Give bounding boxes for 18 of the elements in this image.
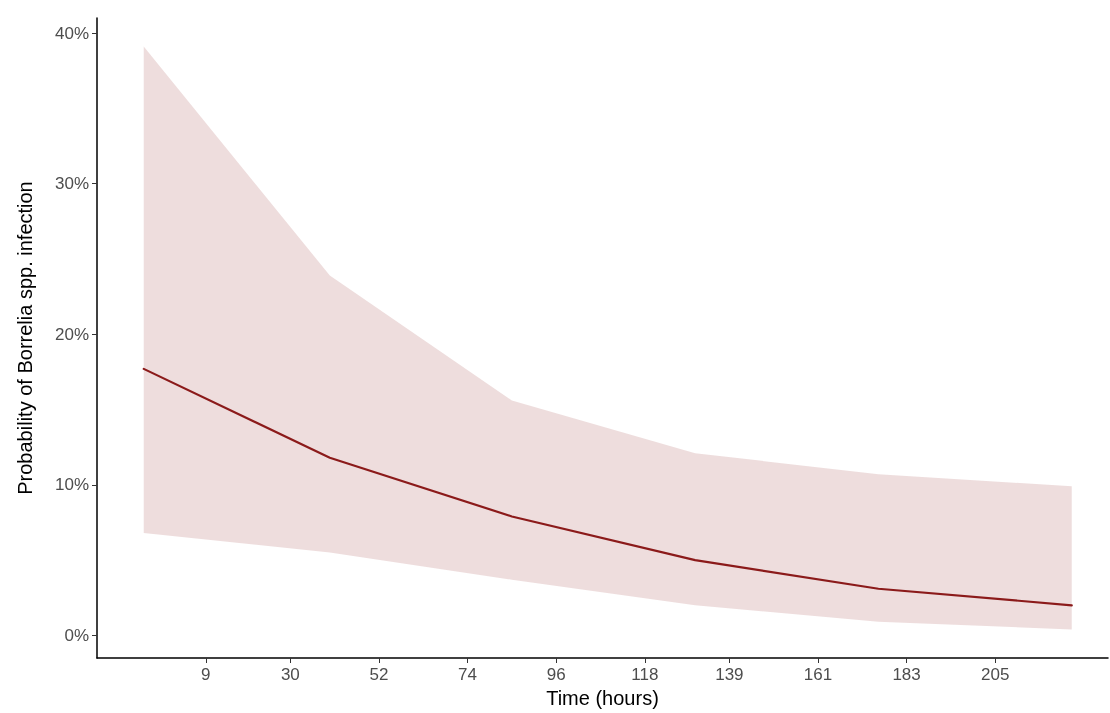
y-axis-title: Probability of Borrelia spp. infection <box>14 181 36 495</box>
line-series <box>142 367 1073 607</box>
x-tick-label: 96 <box>546 665 566 684</box>
x-tick-label: 205 <box>981 665 1010 684</box>
x-tick-label: 52 <box>369 665 389 684</box>
y-tick-label: 0% <box>64 625 89 645</box>
x-tick-label: 161 <box>803 665 833 684</box>
x-tick-label: 139 <box>715 665 744 684</box>
y-tick-label: 20% <box>54 324 89 344</box>
y-tick-label: 30% <box>54 174 89 194</box>
x-tick-label: 74 <box>458 665 478 684</box>
y-tick-label: 10% <box>54 475 89 495</box>
y-tick-label: 40% <box>54 23 89 43</box>
x-tick-label: 183 <box>892 665 921 684</box>
x-tick-label: 30 <box>280 665 300 684</box>
x-tick-label: 9 <box>201 665 211 684</box>
x-axis-title: Time (hours) <box>546 686 659 709</box>
x-tick-label: 118 <box>631 665 659 684</box>
